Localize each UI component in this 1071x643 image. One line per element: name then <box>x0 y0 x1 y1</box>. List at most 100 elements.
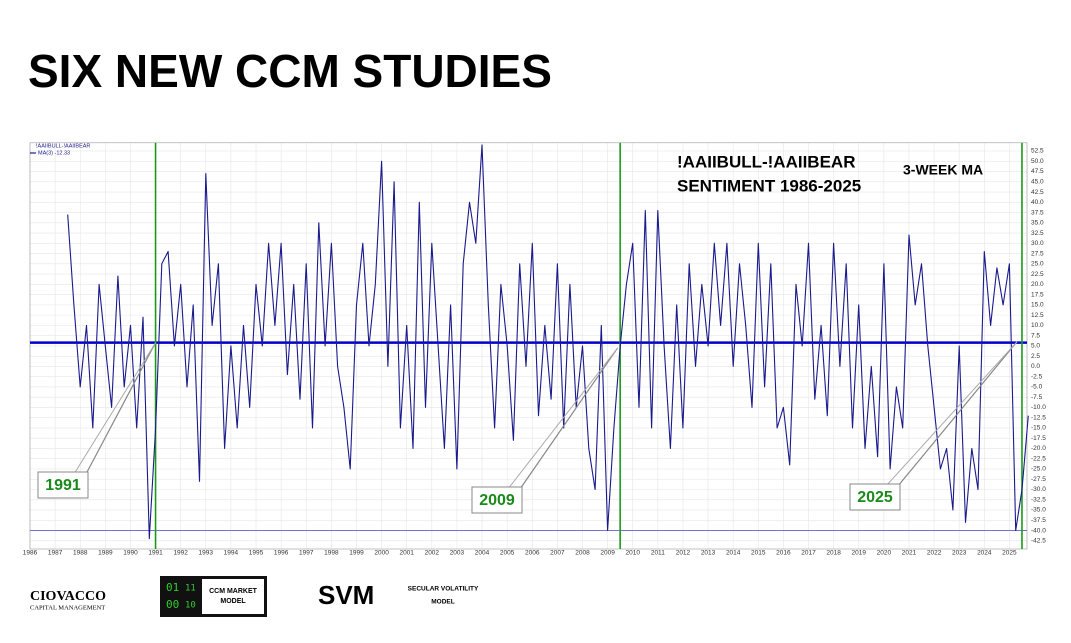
x-tick-label: 2012 <box>676 550 691 557</box>
annotation-leader <box>519 347 619 490</box>
y-tick-label: -37.5 <box>1031 517 1046 524</box>
y-tick-label: 2.5 <box>1031 353 1040 360</box>
x-tick-label: 2024 <box>977 550 992 557</box>
y-tick-label: -12.5 <box>1031 414 1046 421</box>
ccm-digit: 00 <box>166 598 179 611</box>
y-tick-label: -30.0 <box>1031 486 1046 493</box>
ccm-digit: 11 <box>185 584 196 594</box>
y-tick-label: -20.0 <box>1031 445 1046 452</box>
y-tick-label: -32.5 <box>1031 496 1046 503</box>
logo-subtext: CAPITAL MANAGEMENT <box>30 604 105 611</box>
annotation-leader <box>73 342 156 475</box>
y-tick-label: -5.0 <box>1031 384 1043 391</box>
x-tick-label: 2025 <box>1002 550 1017 557</box>
y-tick-label: 5.0 <box>1031 343 1040 350</box>
annotation-label: 1991 <box>45 477 81 494</box>
y-tick-label: 25.0 <box>1031 261 1044 268</box>
svm-label: SECULAR VOLATILITY <box>408 586 479 593</box>
x-tick-label: 1991 <box>148 550 163 557</box>
chart-title: SENTIMENT 1986-2025 <box>677 176 861 195</box>
annotation-box <box>849 483 901 511</box>
ccm-digit: 10 <box>185 601 196 611</box>
y-tick-label: 22.5 <box>1031 271 1044 278</box>
annotation-box <box>37 471 89 499</box>
x-tick-label: 2008 <box>575 550 590 557</box>
ccm-digit: 01 <box>166 581 179 594</box>
y-tick-label: -27.5 <box>1031 476 1046 483</box>
chart-subtitle: 3-WEEK MA <box>903 162 983 178</box>
x-tick-label: 1999 <box>349 550 364 557</box>
y-tick-label: -25.0 <box>1031 466 1046 473</box>
y-tick-label: 32.5 <box>1031 230 1044 237</box>
x-tick-label: 2000 <box>374 550 389 557</box>
y-tick-label: 15.0 <box>1031 302 1044 309</box>
y-tick-label: 47.5 <box>1031 168 1044 175</box>
x-tick-label: 2021 <box>902 550 917 557</box>
annotation-label: 2009 <box>479 492 515 509</box>
chart-title: !AAIIBULL-!AAIIBEAR <box>677 152 855 171</box>
ccm-logo-inner <box>202 579 264 614</box>
x-tick-label: 2022 <box>927 550 942 557</box>
plot-border <box>29 142 1028 550</box>
x-tick-label: 1996 <box>274 550 289 557</box>
y-tick-label: 37.5 <box>1031 209 1044 216</box>
y-tick-label: -17.5 <box>1031 435 1046 442</box>
y-tick-label: -2.5 <box>1031 373 1043 380</box>
y-tick-label: -15.0 <box>1031 425 1046 432</box>
x-tick-label: 1988 <box>73 550 88 557</box>
y-tick-label: 45.0 <box>1031 178 1044 185</box>
annotation-leader <box>897 341 1018 487</box>
y-tick-label: 20.0 <box>1031 281 1044 288</box>
x-tick-label: 1992 <box>173 550 188 557</box>
ccm-label: CCM MARKET <box>209 588 258 595</box>
y-tick-label: 12.5 <box>1031 312 1044 319</box>
svm-label: MODEL <box>431 599 455 606</box>
x-tick-label: 2004 <box>475 550 490 557</box>
x-tick-label: 1990 <box>123 550 138 557</box>
y-tick-label: 30.0 <box>1031 240 1044 247</box>
x-tick-label: 2020 <box>877 550 892 557</box>
y-tick-label: -40.0 <box>1031 527 1046 534</box>
y-tick-label: 50.0 <box>1031 158 1044 165</box>
chart: 52.5 50.0 47.5 45.0 42.5 40.0 37.5 35.0 32.5 30.0… <box>23 142 1046 557</box>
logo-text: CIOVACCO <box>30 589 106 604</box>
x-tick-label: 2005 <box>500 550 515 557</box>
legend-title: !AAIIBULL-!AAIIBEAR <box>36 143 90 149</box>
annotation-leader <box>507 347 619 490</box>
x-tick-label: 2011 <box>651 550 665 557</box>
x-tick-label: 1987 <box>48 550 63 557</box>
x-tick-label: 1994 <box>224 550 239 557</box>
x-tick-label: 2002 <box>425 550 440 557</box>
slide-title: SIX NEW CCM STUDIES <box>28 45 552 97</box>
y-tick-label: 17.5 <box>1031 291 1044 298</box>
y-tick-label: 35.0 <box>1031 220 1044 227</box>
annotation-leader <box>885 341 1018 487</box>
x-tick-label: 2001 <box>399 550 414 557</box>
y-tick-label: 27.5 <box>1031 250 1044 257</box>
annotation-leader <box>85 342 157 475</box>
x-tick-label: 2010 <box>625 550 640 557</box>
x-tick-label: 1998 <box>324 550 339 557</box>
x-tick-label: 1993 <box>199 550 214 557</box>
x-tick-label: 1986 <box>23 550 38 557</box>
y-tick-label: 10.0 <box>1031 322 1044 329</box>
y-tick-label: 52.5 <box>1031 148 1044 155</box>
x-tick-label: 2014 <box>726 550 741 557</box>
x-tick-label: 2017 <box>801 550 816 557</box>
y-tick-label: 0.0 <box>1031 363 1040 370</box>
x-tick-label: 2006 <box>525 550 540 557</box>
footer: CIOVACCO CAPITAL MANAGEMENT 01 11 00 10 … <box>30 576 479 617</box>
legend-entry: MA(3) -12.33 <box>38 150 70 156</box>
x-tick-label: 2023 <box>952 550 967 557</box>
x-tick-label: 2016 <box>776 550 791 557</box>
y-tick-label: 7.5 <box>1031 332 1040 339</box>
y-tick-label: -35.0 <box>1031 507 1046 514</box>
svm-logo: SVM <box>318 580 374 610</box>
y-tick-label: -22.5 <box>1031 455 1046 462</box>
x-tick-label: 2003 <box>450 550 465 557</box>
y-tick-label: -42.5 <box>1031 538 1046 545</box>
x-tick-label: 2018 <box>826 550 841 557</box>
y-tick-label: 40.0 <box>1031 199 1044 206</box>
annotation-label: 2025 <box>857 489 893 506</box>
